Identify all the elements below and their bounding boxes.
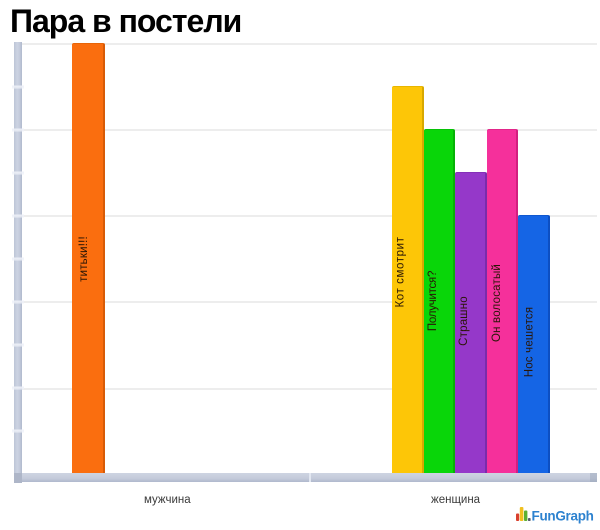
svg-text:FunGraph: FunGraph bbox=[532, 509, 594, 524]
